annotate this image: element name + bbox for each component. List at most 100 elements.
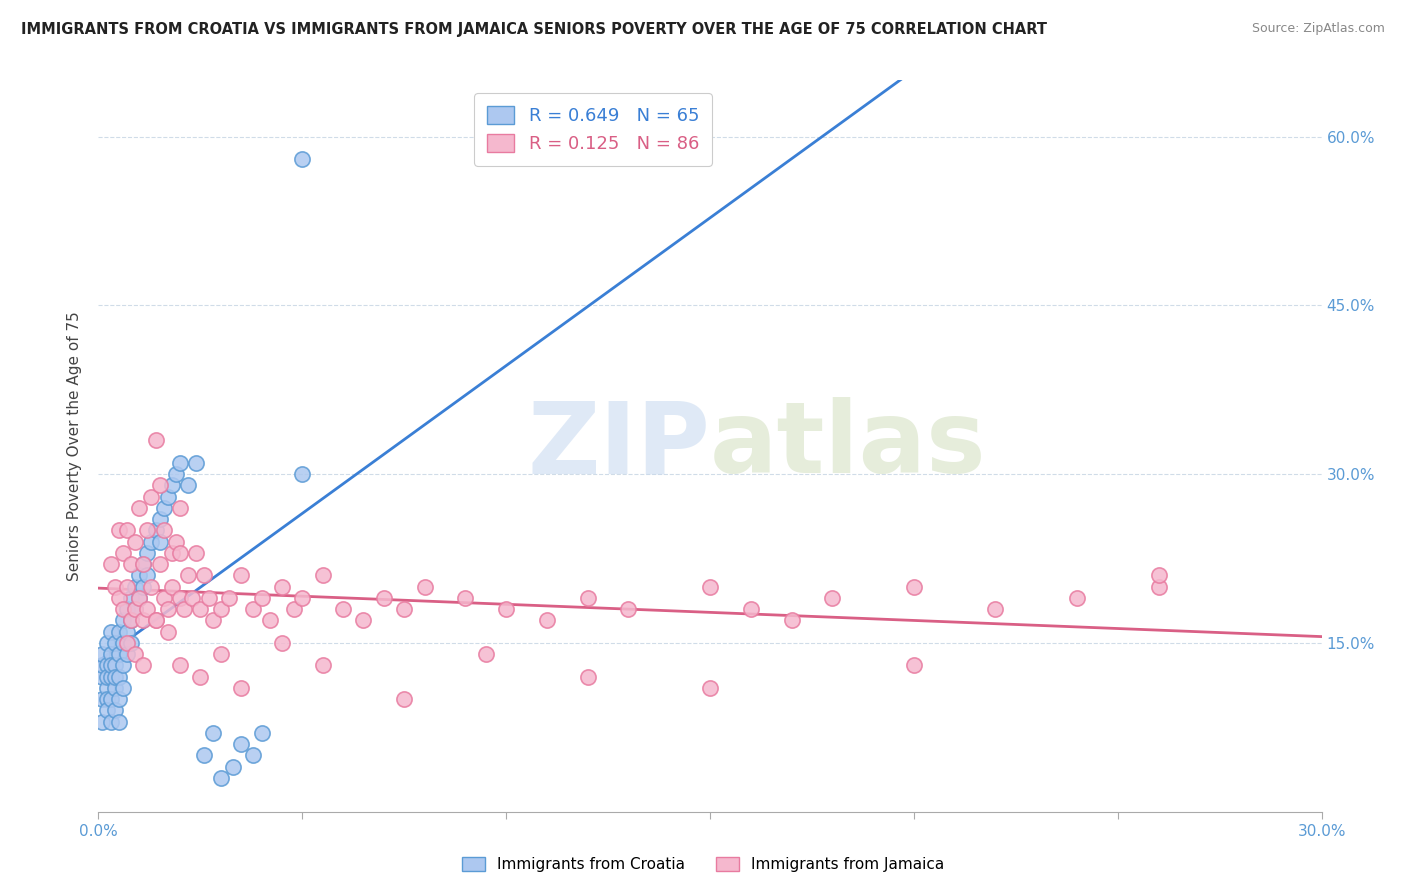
Point — [821, 591, 844, 605]
Point — [740, 602, 762, 616]
Point — [984, 602, 1007, 616]
Point — [173, 602, 195, 616]
Point — [91, 714, 114, 729]
Point — [124, 534, 146, 549]
Point — [136, 568, 159, 582]
Point — [132, 614, 155, 628]
Point — [104, 670, 127, 684]
Point — [209, 771, 232, 785]
Y-axis label: Seniors Poverty Over the Age of 75: Seniors Poverty Over the Age of 75 — [67, 311, 83, 581]
Point — [188, 602, 212, 616]
Point — [231, 737, 253, 751]
Point — [100, 714, 122, 729]
Point — [100, 658, 122, 673]
Point — [145, 434, 167, 448]
Point — [120, 614, 142, 628]
Point — [1066, 591, 1088, 605]
Point — [149, 534, 172, 549]
Point — [108, 624, 131, 639]
Point — [332, 602, 354, 616]
Point — [149, 557, 172, 571]
Point — [474, 647, 498, 661]
Point — [111, 546, 134, 560]
Point — [165, 534, 187, 549]
Point — [141, 490, 163, 504]
Point — [104, 636, 127, 650]
Point — [283, 602, 305, 616]
Point — [780, 614, 803, 628]
Point — [218, 591, 240, 605]
Point — [108, 670, 131, 684]
Point — [128, 591, 150, 605]
Point — [108, 647, 131, 661]
Point — [231, 568, 253, 582]
Point — [312, 658, 335, 673]
Point — [201, 726, 224, 740]
Point — [91, 658, 114, 673]
Point — [186, 546, 208, 560]
Point — [193, 748, 215, 763]
Point — [259, 614, 281, 628]
Point — [124, 580, 146, 594]
Point — [576, 670, 599, 684]
Point — [132, 580, 155, 594]
Point — [270, 580, 294, 594]
Point — [312, 568, 335, 582]
Point — [160, 580, 183, 594]
Point — [152, 524, 174, 538]
Point — [111, 602, 134, 616]
Point — [100, 557, 122, 571]
Text: Source: ZipAtlas.com: Source: ZipAtlas.com — [1251, 22, 1385, 36]
Point — [373, 591, 395, 605]
Point — [156, 624, 179, 639]
Point — [165, 467, 187, 482]
Point — [128, 568, 150, 582]
Point — [100, 624, 122, 639]
Point — [120, 636, 142, 650]
Point — [413, 580, 436, 594]
Point — [291, 591, 314, 605]
Point — [156, 602, 179, 616]
Point — [108, 524, 131, 538]
Point — [186, 456, 208, 470]
Point — [188, 670, 212, 684]
Point — [169, 658, 191, 673]
Point — [392, 602, 416, 616]
Point — [242, 602, 264, 616]
Point — [108, 591, 131, 605]
Point — [136, 602, 159, 616]
Point — [177, 568, 200, 582]
Point — [115, 524, 138, 538]
Point — [100, 670, 122, 684]
Point — [454, 591, 477, 605]
Point — [100, 647, 122, 661]
Point — [132, 557, 155, 571]
Point — [141, 580, 163, 594]
Point — [96, 703, 118, 717]
Point — [250, 591, 273, 605]
Point — [104, 703, 127, 717]
Point — [536, 614, 558, 628]
Point — [136, 546, 159, 560]
Point — [108, 692, 131, 706]
Point — [115, 602, 138, 616]
Point — [96, 636, 118, 650]
Point — [169, 591, 191, 605]
Text: ZIP: ZIP — [527, 398, 710, 494]
Point — [128, 591, 150, 605]
Point — [149, 512, 172, 526]
Point — [699, 580, 721, 594]
Point — [149, 478, 172, 492]
Point — [120, 591, 142, 605]
Point — [201, 614, 224, 628]
Point — [115, 636, 138, 650]
Point — [617, 602, 640, 616]
Point — [96, 670, 118, 684]
Point — [197, 591, 219, 605]
Point — [136, 524, 159, 538]
Point — [495, 602, 517, 616]
Point — [270, 636, 294, 650]
Point — [111, 658, 134, 673]
Point — [181, 591, 204, 605]
Point — [91, 670, 114, 684]
